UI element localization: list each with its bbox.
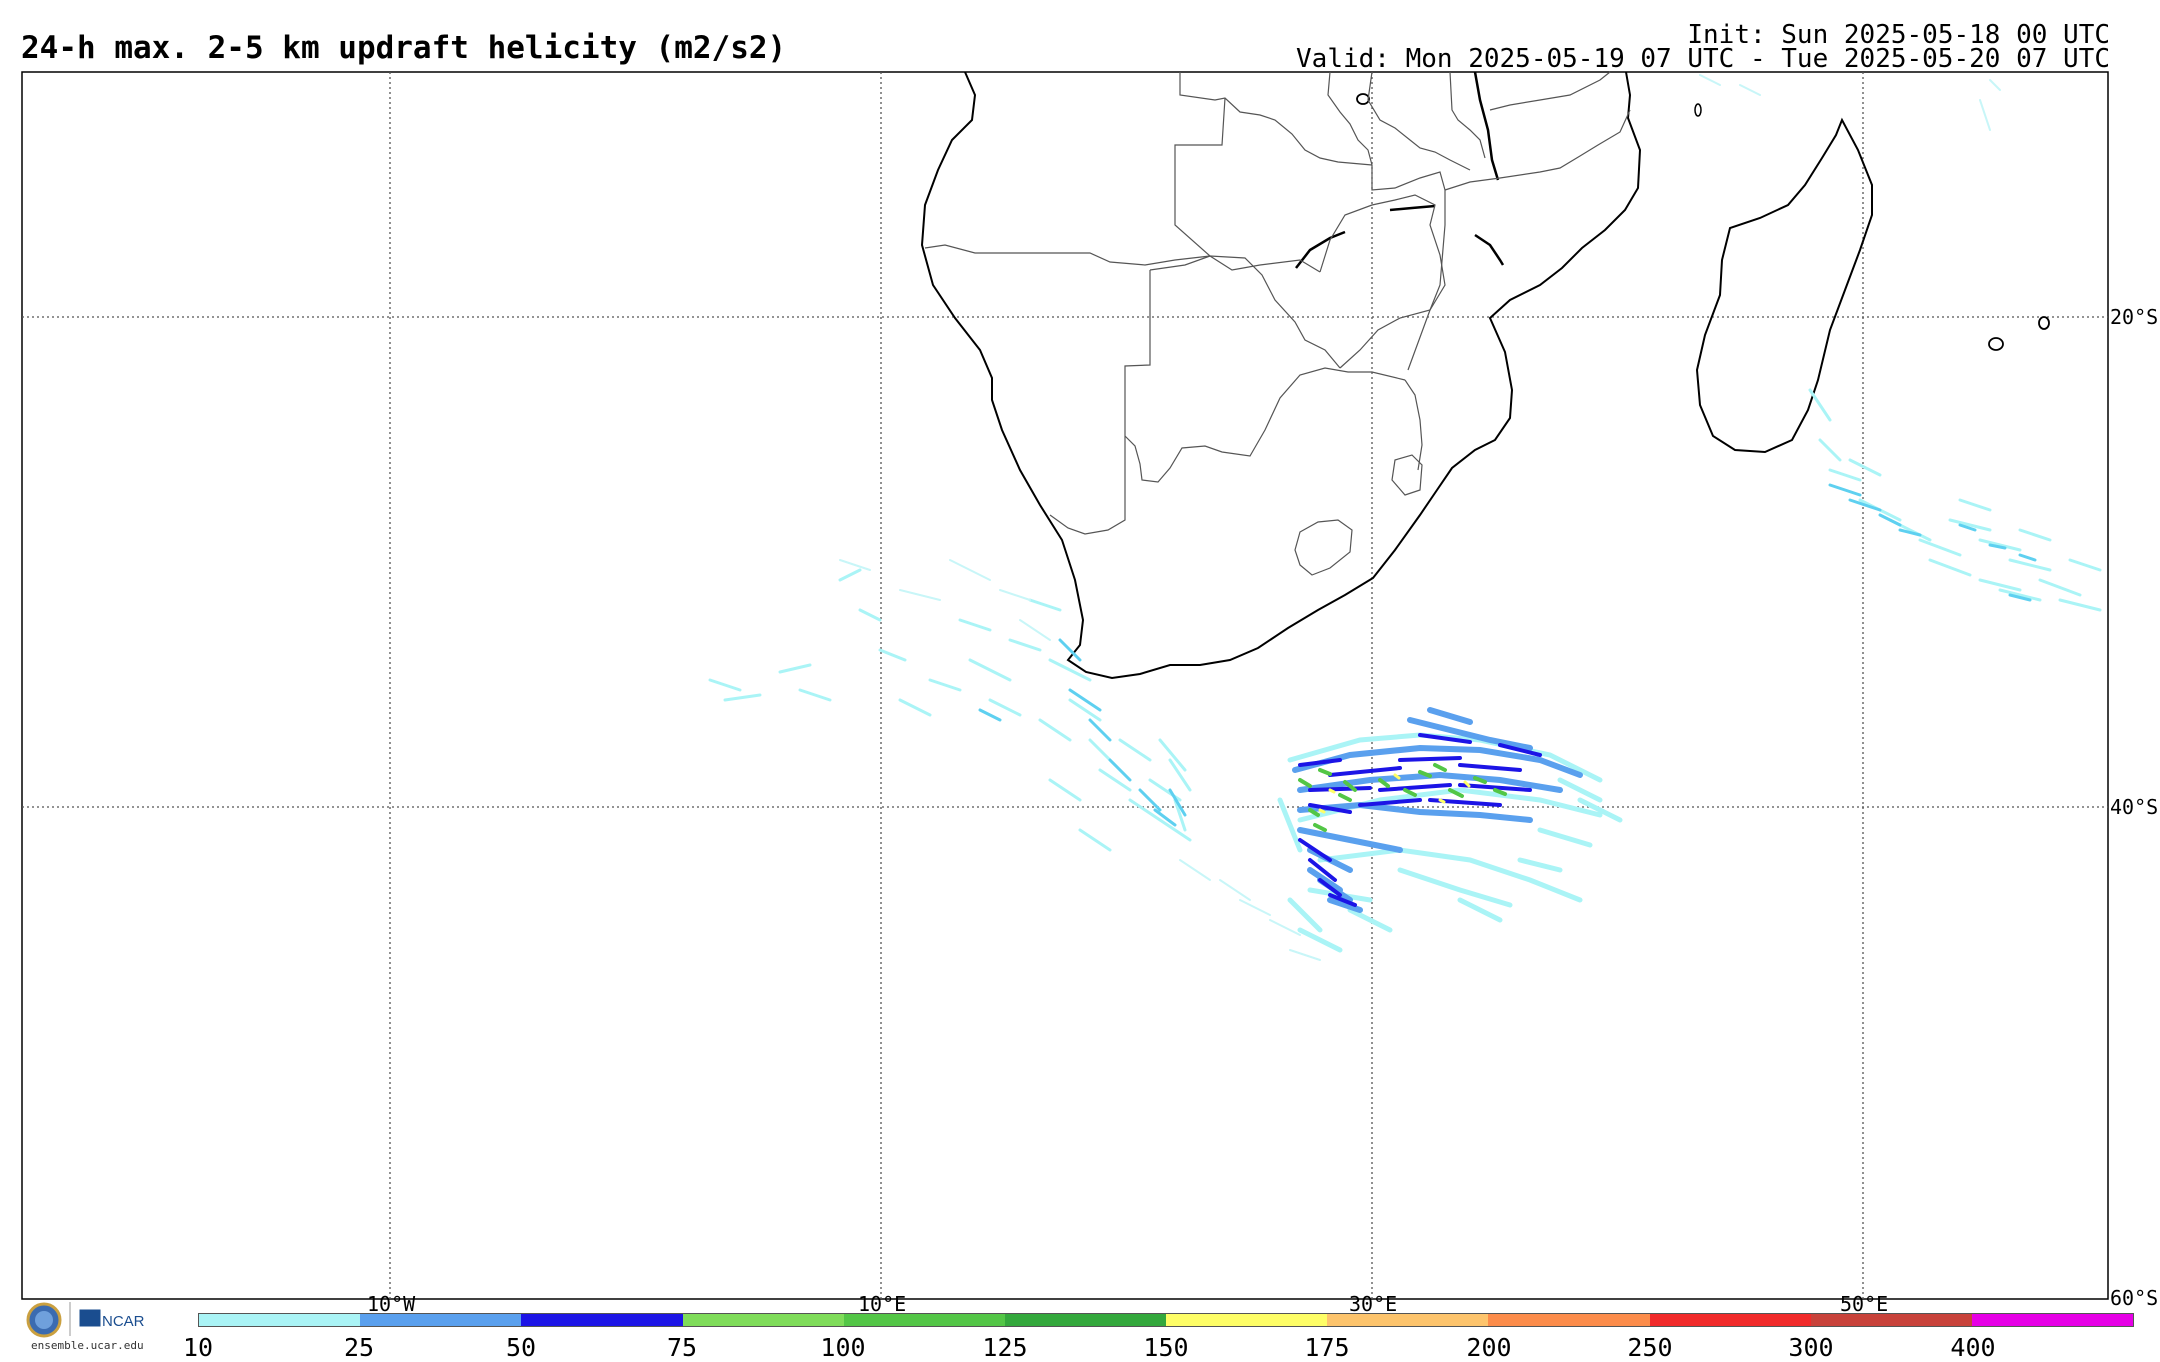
mauritius-island — [1988, 337, 2004, 351]
colorbar-swatch — [199, 1314, 361, 1326]
lat-label-60s: 60°S — [2110, 1286, 2159, 1310]
lat-label-20s: 20°S — [2110, 305, 2159, 329]
colorbar-tick: 25 — [343, 1333, 375, 1362]
colorbar — [198, 1313, 2134, 1327]
lake-cahora-bassa — [1389, 204, 1436, 212]
ncar-logo: NCAR — [26, 1302, 145, 1338]
colorbar-tick: 250 — [1627, 1333, 1673, 1362]
colorbar-tick: 200 — [1466, 1333, 1512, 1362]
colorbar-tick: 175 — [1304, 1333, 1350, 1362]
init-time: Init: Sun 2025-05-18 00 UTC — [1687, 20, 2110, 50]
lon-label-10w: 10°W — [367, 1292, 416, 1316]
lon-label-10e: 10°E — [858, 1292, 907, 1316]
logo-ncar-text: NCAR — [102, 1313, 145, 1330]
helicity-core-peak-green — [1298, 763, 1507, 832]
colorbar-swatch — [1004, 1314, 1167, 1326]
colorbar-swatch — [1810, 1314, 1972, 1326]
eswatini-border — [1391, 454, 1423, 496]
shire-river — [1474, 233, 1505, 266]
helicity-core-peak-yellow — [1318, 773, 1471, 814]
helicity-field — [708, 74, 2102, 961]
madagascar-coast — [1695, 117, 1873, 454]
colorbar-tick: 300 — [1788, 1333, 1834, 1362]
lake-island — [1356, 93, 1370, 105]
colorbar-swatch — [1971, 1314, 2134, 1326]
colorbar-tick: 75 — [666, 1333, 698, 1362]
colorbar-tick: 400 — [1950, 1333, 1996, 1362]
lon-label-50e: 50°E — [1840, 1292, 1889, 1316]
graticule — [22, 72, 2108, 1299]
ncar-mark-icon — [79, 1309, 101, 1327]
helicity-core-strong — [1298, 733, 1542, 907]
valid-time: Valid: Mon 2025-05-19 07 UTC - Tue 2025-… — [1296, 44, 2110, 74]
comoros-island — [1694, 103, 1702, 117]
colorbar-tick: 100 — [820, 1333, 866, 1362]
helicity-swath-east-inner — [1828, 483, 2037, 602]
colorbar-swatch — [1327, 1314, 1489, 1326]
helicity-swath-southwest-faint — [839, 559, 1321, 961]
map-frame — [21, 71, 2109, 1300]
reunion-island — [2038, 316, 2050, 330]
lakes — [1295, 71, 1505, 269]
colorbar-swatch — [521, 1314, 683, 1326]
logo-url: ensemble.ucar.edu — [31, 1339, 144, 1352]
lon-label-30e: 30°E — [1349, 1292, 1398, 1316]
helicity-core-outer — [1277, 732, 1623, 953]
lake-kariba — [1295, 230, 1346, 269]
colorbar-swatch — [360, 1314, 522, 1326]
colorbar-swatch — [682, 1314, 844, 1326]
colorbar-tick: 125 — [982, 1333, 1028, 1362]
southern-africa-coast — [920, 71, 1642, 680]
country-borders — [924, 71, 1631, 576]
colorbar-swatch — [1166, 1314, 1328, 1326]
helicity-swath-east-faint — [1699, 74, 2001, 131]
lake-malawi — [1473, 71, 1500, 181]
map-title: 24-h max. 2-5 km updraft helicity (m2/s2… — [21, 30, 787, 66]
colorbar-tick: 50 — [505, 1333, 537, 1362]
colorbar-swatch — [843, 1314, 1005, 1326]
colorbar-swatch — [1488, 1314, 1650, 1326]
colorbar-tick: 150 — [1143, 1333, 1189, 1362]
lesotho-border — [1294, 519, 1353, 576]
helicity-swath-southwest-inner — [978, 638, 1187, 827]
colorbar-tick: 10 — [182, 1333, 214, 1362]
helicity-swath-southwest — [708, 568, 1192, 852]
colorbar-swatch — [1649, 1314, 1811, 1326]
lat-label-40s: 40°S — [2110, 795, 2159, 819]
helicity-swath-east — [1808, 388, 2102, 612]
